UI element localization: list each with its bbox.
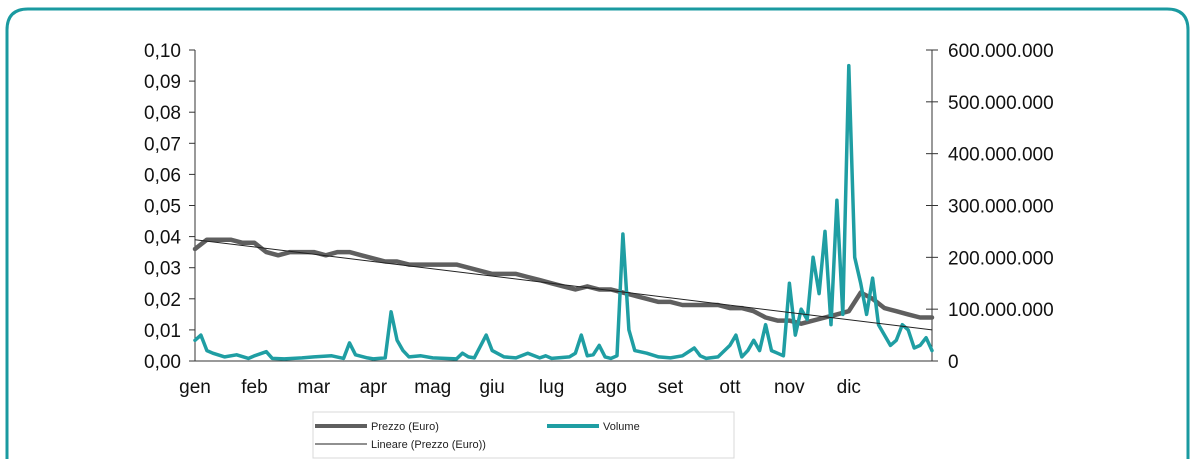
frame-border <box>5 7 1190 459</box>
x-tick-label-mar: mar <box>298 377 331 398</box>
trend-series-line <box>194 239 933 331</box>
legend: Prezzo (Euro) Volume Lineare (Prezzo (Eu… <box>312 411 735 459</box>
left-y-tick-label: 0,10 <box>144 41 181 62</box>
price-series-line <box>192 237 935 326</box>
right-y-tick-labels: 0 100.000.000 200.000.000 300.000.000 400.00… <box>926 41 1054 373</box>
legend-price-label: Prezzo (Euro) <box>371 421 439 433</box>
left-y-tick-label: 0,08 <box>144 103 181 124</box>
x-tick-label-ott: ott <box>719 377 741 398</box>
x-tick-label-lug: lug <box>539 377 564 398</box>
right-y-tick-label: 100.000.000 <box>948 300 1054 321</box>
left-y-tick-label: 0,07 <box>144 134 181 155</box>
right-y-tick-label: 200.000.000 <box>948 248 1054 269</box>
x-tick-label-ago: ago <box>595 377 627 398</box>
legend-trend-label: Lineare (Prezzo (Euro)) <box>371 439 486 451</box>
right-y-tick-label: 300.000.000 <box>948 197 1054 218</box>
x-tick-label-giu: giu <box>479 377 504 398</box>
left-y-tick-labels: 0,00 0,01 0,02 0,03 0,04 0,05 0,06 0,07 0,08 0,09… <box>144 41 195 373</box>
left-y-tick-label: 0,06 <box>144 165 181 186</box>
x-tick-label-mag: mag <box>414 377 451 398</box>
volume-series-line <box>193 63 934 361</box>
left-y-tick-label: 0,01 <box>144 321 181 342</box>
x-tick-label-nov: nov <box>774 377 805 398</box>
x-tick-label-dic: dic <box>837 377 861 398</box>
plot-area: 0,00 0,01 0,02 0,03 0,04 0,05 0,06 0,07 0,08 0,09… <box>144 41 1054 398</box>
x-tick-labels: gen feb mar apr mag giu lug ago set ott nov dic <box>179 377 861 398</box>
legend-volume-label: Volume <box>603 421 640 433</box>
x-tick-label-gen: gen <box>179 377 211 398</box>
legend-box <box>312 411 735 459</box>
right-y-tick-label: 500.000.000 <box>948 93 1054 114</box>
left-y-tick-label: 0,03 <box>144 259 181 280</box>
right-y-tick-label: 0 <box>948 352 959 373</box>
x-tick-label-apr: apr <box>360 377 388 398</box>
right-y-tick-label: 400.000.000 <box>948 145 1054 166</box>
series-layer <box>192 63 935 361</box>
x-tick-label-set: set <box>658 377 684 398</box>
left-y-tick-label: 0,04 <box>144 228 181 249</box>
left-y-tick-label: 0,00 <box>144 352 181 373</box>
x-tick-label-feb: feb <box>241 377 267 398</box>
left-y-tick-label: 0,09 <box>144 72 181 93</box>
left-y-tick-label: 0,05 <box>144 197 181 218</box>
left-y-tick-label: 0,02 <box>144 290 181 311</box>
right-y-tick-label: 600.000.000 <box>948 41 1054 62</box>
